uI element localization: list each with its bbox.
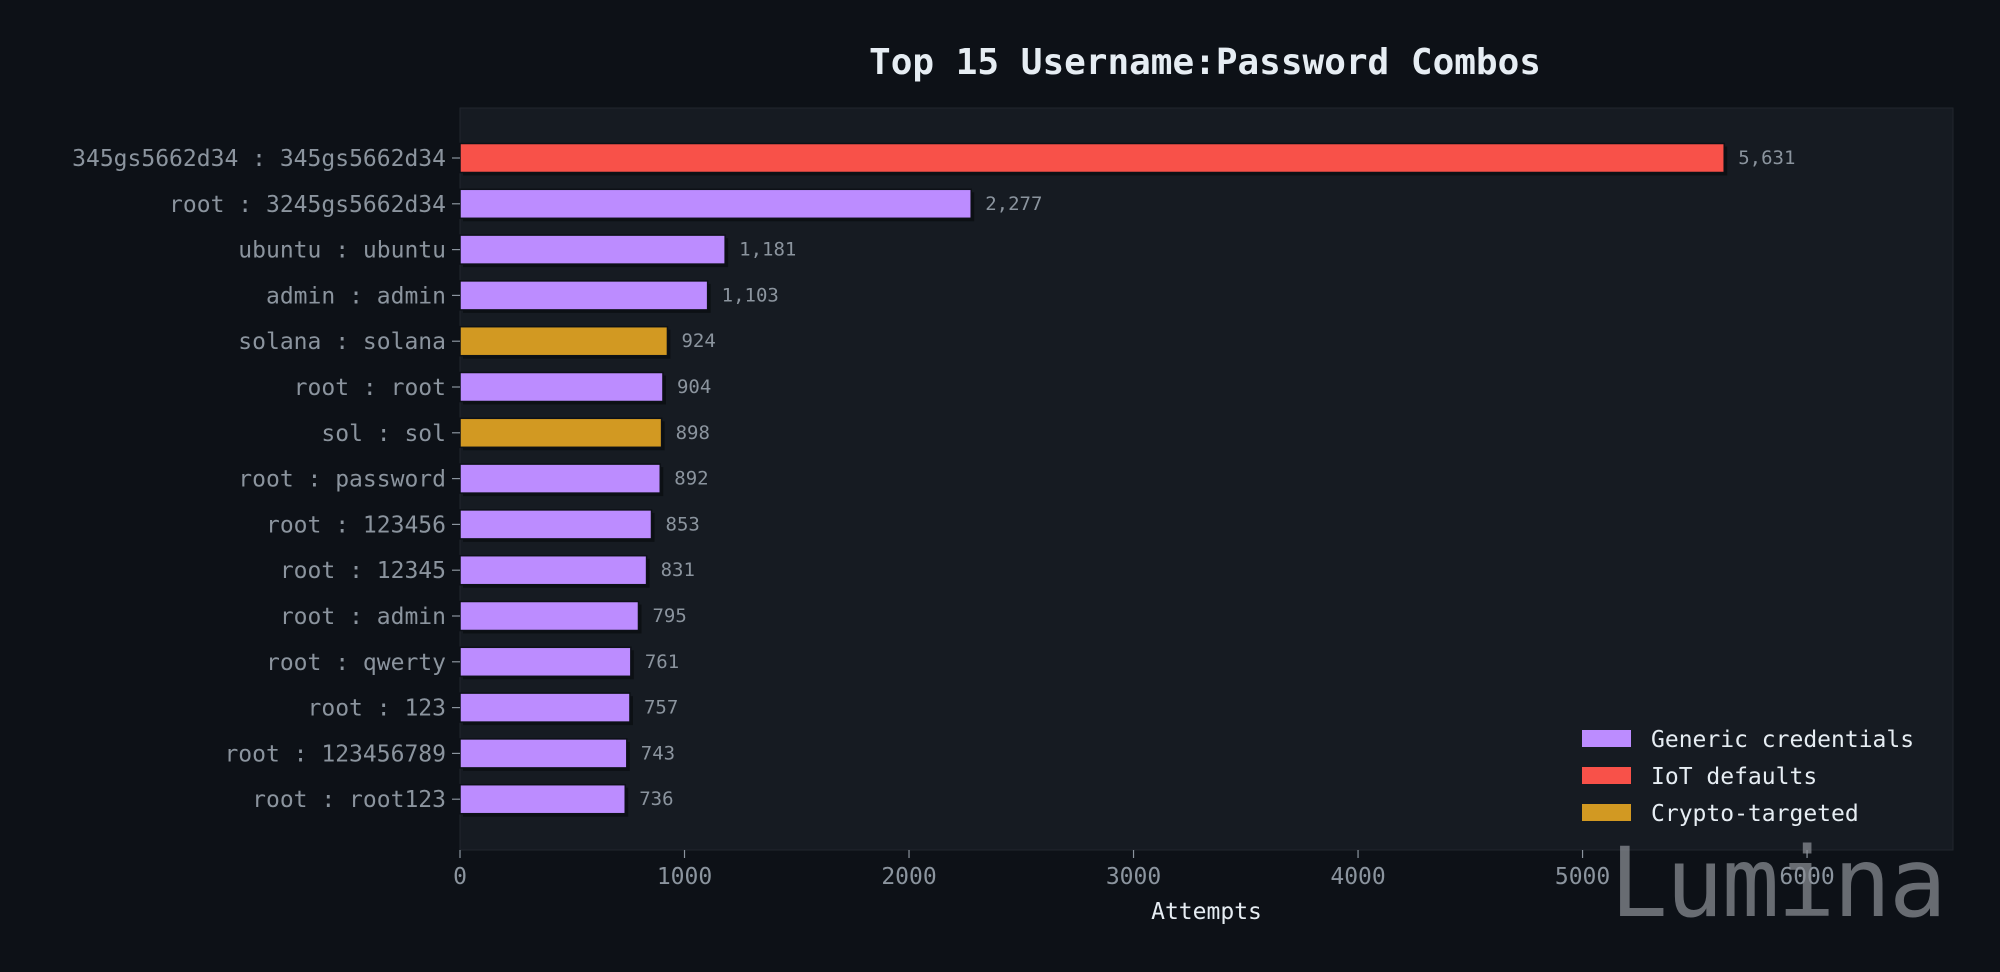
- x-axis-label: Attempts: [1151, 899, 1262, 925]
- bar: [459, 417, 663, 449]
- data-label: 1,181: [739, 239, 796, 261]
- x-tick-label: 0: [453, 864, 467, 890]
- chart-title: Top 15 Username:Password Combos: [869, 42, 1541, 83]
- x-tick-label: 6000: [1779, 864, 1834, 890]
- y-tick-label: solana : solana: [238, 329, 446, 355]
- data-label: 2,277: [985, 193, 1042, 215]
- data-label: 1,103: [722, 284, 779, 306]
- data-label: 736: [639, 788, 673, 810]
- data-label: 831: [661, 559, 695, 581]
- legend-swatch: [1582, 804, 1631, 821]
- bar: [459, 646, 632, 678]
- data-label: 757: [644, 697, 678, 719]
- data-label: 5,631: [1738, 147, 1795, 169]
- y-tick-label: ubuntu : ubuntu: [238, 238, 446, 264]
- bar: [459, 371, 664, 403]
- legend-swatch: [1582, 730, 1631, 747]
- bar: [459, 142, 1725, 174]
- bar: [459, 692, 631, 723]
- x-tick-label: 4000: [1330, 864, 1385, 890]
- y-tick-label: root : 123456789: [224, 741, 446, 767]
- legend-label: Crypto-targeted: [1651, 801, 1859, 827]
- bar: [459, 280, 709, 311]
- data-label: 761: [645, 651, 679, 673]
- data-label: 892: [674, 468, 708, 490]
- data-label: 898: [676, 422, 710, 444]
- x-tick-label: 1000: [657, 864, 712, 890]
- legend-label: IoT defaults: [1651, 764, 1817, 790]
- bar: [459, 463, 662, 494]
- data-label: 795: [652, 605, 686, 627]
- y-tick-label: root : 123: [308, 696, 446, 722]
- bar: [459, 554, 648, 586]
- watermark-logo: Lumina: [1610, 827, 1947, 939]
- bar: [459, 600, 640, 632]
- bar: [459, 738, 628, 769]
- y-tick-label: root : 12345: [280, 558, 446, 584]
- y-tick-label: root : qwerty: [266, 650, 446, 676]
- bar: [459, 188, 972, 220]
- data-label: 743: [641, 742, 675, 764]
- y-tick-label: root : 3245gs5662d34: [169, 192, 446, 218]
- y-tick-label: sol : sol: [321, 421, 446, 447]
- y-tick-label: root : password: [238, 467, 446, 493]
- y-tick-label: root : root123: [252, 787, 446, 813]
- plot-area: [459, 107, 1954, 851]
- y-tick-label: root : root: [294, 375, 446, 401]
- legend-label: Generic credentials: [1651, 727, 1914, 753]
- bar: [459, 234, 726, 265]
- x-tick-label: 2000: [881, 864, 936, 890]
- x-tick-label: 3000: [1106, 864, 1161, 890]
- y-tick-label: admin : admin: [266, 283, 446, 309]
- data-label: 904: [677, 376, 711, 398]
- legend-swatch: [1582, 767, 1631, 784]
- y-tick-label: root : 123456: [266, 512, 446, 538]
- x-tick-label: 5000: [1555, 864, 1610, 890]
- data-label: 924: [681, 330, 715, 352]
- y-tick-label: 345gs5662d34 : 345gs5662d34: [72, 146, 446, 172]
- bar: [459, 783, 626, 815]
- bar: [459, 325, 669, 357]
- bar: [459, 509, 653, 540]
- y-tick-label: root : admin: [280, 604, 446, 630]
- data-label: 853: [666, 513, 700, 535]
